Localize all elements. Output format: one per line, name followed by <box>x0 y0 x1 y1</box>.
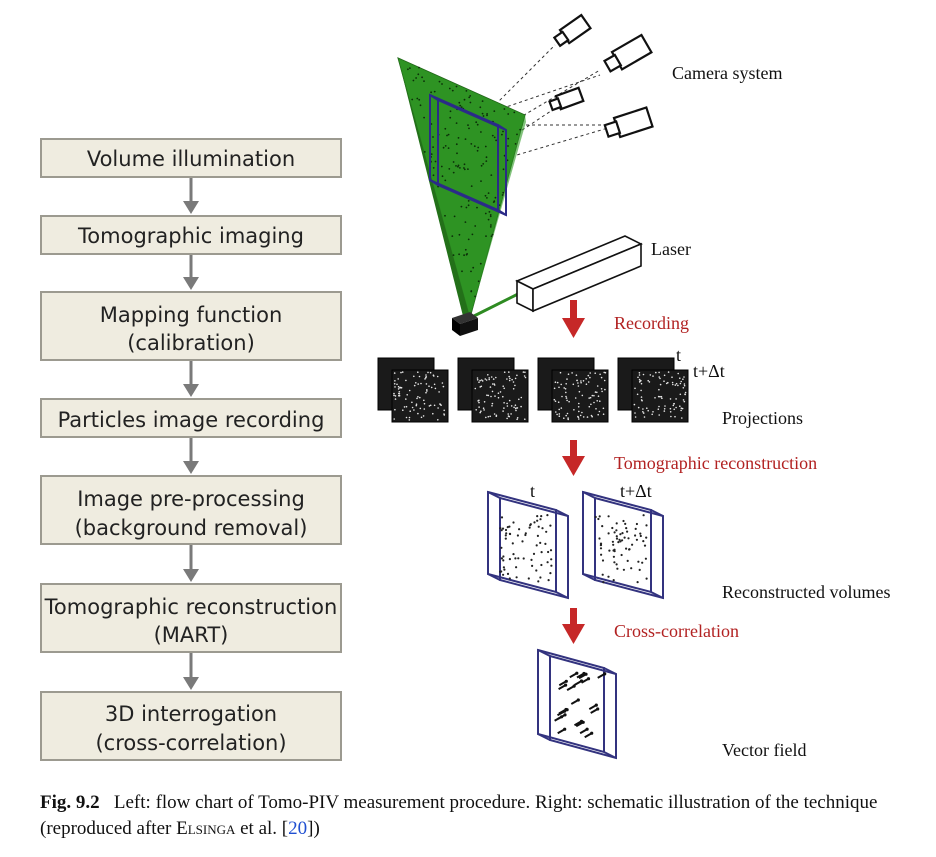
vector-field-label: Vector field <box>722 740 806 760</box>
caption-text: et al. [ <box>235 818 289 839</box>
caption-text: Left: flow chart of Tomo-PIV measurement… <box>40 792 878 839</box>
flow-arrow <box>183 438 199 474</box>
cross-correlation-label: Cross-correlation <box>614 621 739 641</box>
camera-system-label: Camera system <box>672 63 782 83</box>
flow-arrow <box>183 653 199 690</box>
reconstructed-volumes-label: Reconstructed volumes <box>722 582 890 602</box>
volume-tdt-label: t+Δt <box>620 481 652 501</box>
flow-step-label: 3D interrogation <box>105 702 277 726</box>
flow-step-label: Image pre-processing <box>77 487 305 511</box>
flow-step-particles-image-recording: Particles image recording <box>40 398 342 438</box>
flow-arrow <box>183 178 199 214</box>
projection-t-label: t <box>676 345 681 365</box>
projection-particles <box>393 371 687 421</box>
projection-pair <box>377 357 449 423</box>
projections-label: Projections <box>722 408 803 428</box>
red-arrow-icon <box>562 440 585 476</box>
flow-step-tomographic-imaging: Tomographic imaging <box>40 215 342 255</box>
flow-step-label: Tomographic reconstruction <box>44 595 338 619</box>
flow-step-sublabel: (cross-correlation) <box>95 731 286 755</box>
camera-icon <box>548 86 585 112</box>
projection-pair <box>537 357 609 423</box>
flow-arrow <box>183 361 199 397</box>
flow-step-label: Particles image recording <box>58 408 325 432</box>
flow-step-sublabel: (background removal) <box>75 516 308 540</box>
volume-particles <box>499 514 648 584</box>
flowchart: Volume illumination Tomographic imaging … <box>40 138 342 761</box>
volume-t-label: t <box>530 481 535 501</box>
tomographic-reconstruction-label: Tomographic reconstruction <box>614 453 817 473</box>
laser-label: Laser <box>651 239 691 259</box>
camera-icon <box>603 106 654 139</box>
projection-tdt-label: t+Δt <box>693 361 725 381</box>
recording-label: Recording <box>614 313 689 333</box>
measurement-volume <box>429 93 507 217</box>
flow-step-volume-illumination: Volume illumination <box>40 138 342 178</box>
flow-arrow <box>183 255 199 290</box>
reference-link[interactable]: 20 <box>288 818 308 839</box>
reconstructed-volume-t <box>487 490 569 600</box>
vector-field-volume <box>537 648 617 760</box>
flow-step-tomographic-reconstruction: Tomographic reconstruction (MART) <box>40 583 342 653</box>
figure-number: Fig. 9.2 <box>40 792 100 813</box>
camera-icon <box>552 13 593 48</box>
figure-caption: Fig. 9.2 Left: flow chart of Tomo-PIV me… <box>40 790 920 842</box>
red-arrow-icon <box>562 300 585 338</box>
projection-pair <box>457 357 529 423</box>
projection-pair <box>617 357 689 423</box>
flow-arrow <box>183 545 199 582</box>
flow-step-mapping-function: Mapping function (calibration) <box>40 291 342 361</box>
caption-text: ]) <box>307 818 320 839</box>
flow-step-3d-interrogation: 3D interrogation (cross-correlation) <box>40 691 342 761</box>
red-arrow-icon <box>562 608 585 644</box>
caption-author: Elsinga <box>176 818 236 839</box>
flow-step-image-preprocessing: Image pre-processing (background removal… <box>40 475 342 545</box>
flow-step-sublabel: (calibration) <box>127 331 255 355</box>
flow-step-label: Mapping function <box>100 303 283 327</box>
laser-icon <box>469 235 643 320</box>
camera-icon <box>602 33 653 73</box>
laser-source-icon <box>452 312 478 336</box>
flow-step-label: Tomographic imaging <box>77 224 304 248</box>
vector-arrows <box>554 671 607 739</box>
schematic: Camera system Laser Recording <box>377 13 890 760</box>
flow-step-label: Volume illumination <box>87 147 295 171</box>
light-sheet-particles <box>407 66 522 298</box>
flow-step-sublabel: (MART) <box>154 623 229 647</box>
reconstructed-volume-tdt <box>582 490 664 600</box>
